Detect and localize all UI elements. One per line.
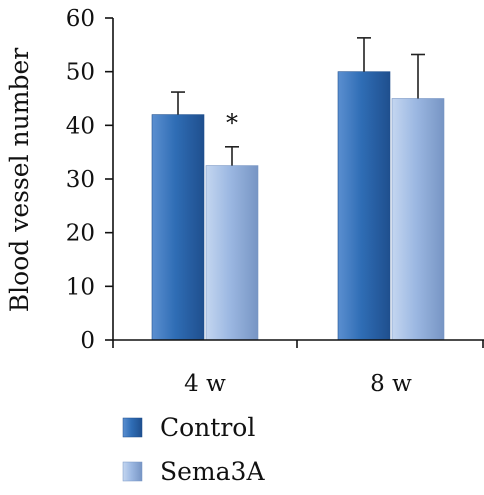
x-tick-label: 4 w <box>184 371 226 397</box>
y-tick-label: 30 <box>66 167 95 193</box>
y-tick-label: 50 <box>66 60 95 86</box>
y-tick-label: 0 <box>80 328 95 354</box>
bar-sema3a-8w <box>391 98 445 341</box>
significance-marker: * <box>226 109 238 137</box>
legend-label-sema3a: Sema3A <box>160 457 265 486</box>
x-tick-label: 8 w <box>370 371 412 397</box>
plot-area: 0 10 20 30 40 50 60 4 w 8 w * <box>66 6 484 397</box>
y-tick-label: 40 <box>66 113 95 139</box>
y-axis-title: Blood vessel number <box>5 48 34 312</box>
y-tick-label: 20 <box>66 221 95 247</box>
y-tick-label: 60 <box>66 6 95 32</box>
legend-label-control: Control <box>160 413 255 442</box>
legend: Control Sema3A <box>122 413 265 486</box>
bar-control-4w <box>151 114 205 341</box>
y-tick-label: 10 <box>66 274 95 300</box>
legend-swatch-control <box>122 417 143 438</box>
bar-control-8w <box>337 71 391 341</box>
legend-swatch-sema3a <box>122 461 143 482</box>
bar-sema3a-4w <box>205 165 259 341</box>
